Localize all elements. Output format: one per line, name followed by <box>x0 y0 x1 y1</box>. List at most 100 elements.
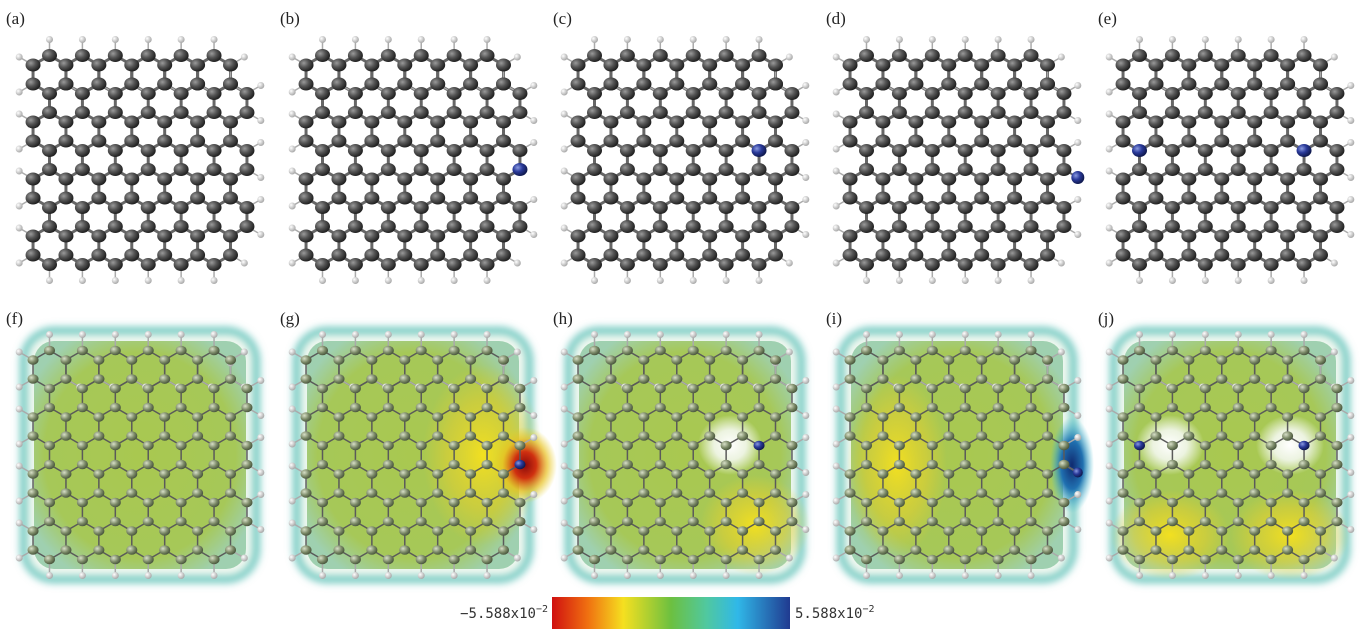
carbon-atom <box>446 220 462 233</box>
hydrogen-atom <box>513 53 521 61</box>
carbon-atom <box>126 526 138 536</box>
carbon-atom <box>910 355 922 365</box>
carbon-atom <box>1280 77 1296 91</box>
carbon-atom <box>875 134 891 148</box>
hydrogen-atom <box>257 174 265 181</box>
carbon-atom <box>157 248 173 262</box>
carbon-atom <box>1117 412 1129 422</box>
carbon-atom <box>784 163 800 176</box>
carbon-atom <box>60 412 72 422</box>
hydrogen-atom <box>257 82 265 89</box>
carbon-atom <box>769 545 781 555</box>
hydrogen-atom <box>1234 572 1242 579</box>
carbon-atom <box>25 77 41 91</box>
carbon-atom <box>908 58 924 72</box>
carbon-atom <box>1230 163 1246 176</box>
carbon-atom <box>241 516 253 527</box>
hydrogen-atom <box>560 224 568 232</box>
carbon-atom <box>718 163 734 176</box>
carbon-atom <box>481 345 493 356</box>
panel-label: (b) <box>280 9 300 28</box>
carbon-atom <box>1329 106 1345 119</box>
hydrogen-atom <box>863 36 871 43</box>
carbon-atom <box>859 87 875 100</box>
carbon-atom <box>514 383 526 394</box>
hydrogen-atom <box>513 348 521 356</box>
carbon-atom <box>349 497 361 508</box>
carbon-atom <box>397 134 413 148</box>
carbon-atom <box>572 431 584 441</box>
hydrogen-atom <box>560 53 568 61</box>
carbon-atom <box>704 488 716 498</box>
carbon-atom <box>58 115 74 129</box>
carbon-atom <box>1150 431 1162 441</box>
hydrogen-atom <box>1074 196 1082 203</box>
carbon-atom <box>239 220 255 233</box>
carbon-atom <box>893 554 905 565</box>
carbon-atom <box>1280 229 1296 243</box>
carbon-atom <box>926 497 938 508</box>
carbon-atom <box>1296 163 1312 176</box>
hydrogen-atom <box>1234 331 1242 338</box>
hydrogen-atom <box>656 277 664 284</box>
carbon-atom <box>1039 134 1055 148</box>
hydrogen-atom <box>689 331 697 338</box>
carbon-atom <box>1181 77 1197 91</box>
carbon-atom <box>924 201 940 214</box>
carbon-atom <box>331 134 347 148</box>
carbon-atom <box>382 497 394 508</box>
hydrogen-atom <box>257 139 265 146</box>
carbon-atom <box>1232 497 1244 508</box>
carbon-atom <box>382 554 394 565</box>
carbon-atom <box>239 144 255 157</box>
carbon-atom <box>107 258 123 271</box>
carbon-atom <box>481 459 493 470</box>
carbon-atom <box>1216 526 1228 536</box>
carbon-atom <box>1216 488 1228 498</box>
carbon-atom <box>654 402 666 413</box>
carbon-atom <box>619 49 635 62</box>
carbon-atom <box>109 459 121 470</box>
hydrogen-atom <box>319 36 327 43</box>
carbon-atom <box>380 49 396 62</box>
colorbar: −5.588x10−2 5.588x10−2 <box>460 597 874 629</box>
carbon-atom <box>479 144 495 157</box>
carbon-atom <box>842 229 858 243</box>
carbon-atom <box>842 191 858 205</box>
carbon-atom <box>654 497 666 508</box>
carbon-atom <box>992 554 1004 565</box>
carbon-atom <box>76 459 88 470</box>
carbon-atom <box>1265 383 1277 394</box>
carbon-atom <box>173 87 189 100</box>
carbon-atom <box>159 355 171 365</box>
carbon-atom <box>44 554 56 565</box>
carbon-atom <box>943 526 955 536</box>
carbon-atom <box>382 440 394 451</box>
hydrogen-atom <box>1027 36 1035 43</box>
carbon-atom <box>432 488 444 498</box>
carbon-atom <box>1199 383 1211 394</box>
carbon-atom <box>1329 201 1345 214</box>
carbon-atom <box>1115 248 1131 262</box>
carbon-atom <box>399 431 411 441</box>
carbon-atom <box>1232 345 1244 356</box>
carbon-atom <box>1247 77 1263 91</box>
hydrogen-atom <box>994 331 1002 338</box>
carbon-atom <box>465 431 477 441</box>
carbon-atom <box>124 77 140 91</box>
carbon-atom <box>222 191 238 205</box>
carbon-atom <box>58 77 74 91</box>
carbon-atom <box>957 201 973 214</box>
carbon-atom <box>366 526 378 536</box>
carbon-atom <box>720 383 732 394</box>
carbon-atom <box>976 431 988 441</box>
carbon-atom <box>495 58 511 72</box>
carbon-atom <box>481 402 493 413</box>
carbon-atom <box>1230 258 1246 271</box>
carbon-atom <box>669 229 685 243</box>
carbon-atom <box>495 134 511 148</box>
carbon-atom <box>1314 412 1326 422</box>
carbon-atom <box>974 172 990 186</box>
carbon-atom <box>704 355 716 365</box>
carbon-atom <box>1183 374 1195 384</box>
